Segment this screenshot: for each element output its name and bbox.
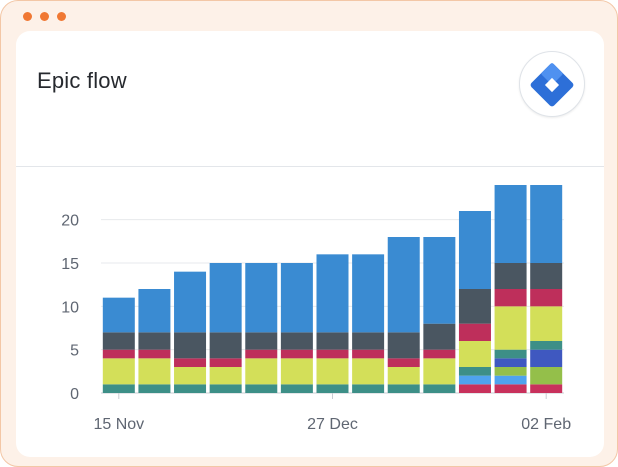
epic-flow-card: Epic flow 0 5 10 15 20 15 Nov 27 Dec 02 Feb (16, 31, 604, 457)
bar-segment-teal-2[interactable] (494, 349, 527, 359)
y-tick-label: 5 (70, 343, 79, 360)
y-tick-label: 15 (61, 256, 79, 273)
bar-segment-crimson[interactable] (530, 289, 563, 307)
bar-segment-crimson[interactable] (245, 349, 278, 359)
bar-segment-blue[interactable] (530, 185, 563, 263)
bar-segment-light-blue[interactable] (458, 375, 491, 385)
window-controls (23, 12, 66, 21)
window-dot-icon[interactable] (40, 12, 49, 21)
bar-segment-teal[interactable] (316, 384, 349, 393)
bar-segment-yellow[interactable] (316, 358, 349, 385)
bar-segment-crimson[interactable] (102, 349, 135, 359)
bar-segment-blue[interactable] (387, 237, 420, 333)
bar-segment-yellow[interactable] (458, 341, 491, 367)
bar-segment-yellow[interactable] (138, 358, 171, 385)
bar-segment-indigo[interactable] (530, 349, 563, 367)
bar-segment-slate[interactable] (387, 332, 420, 359)
bar-segment-crimson[interactable] (138, 349, 171, 359)
window-dot-icon[interactable] (57, 12, 66, 21)
epic-flow-chart: 0 5 10 15 20 15 Nov 27 Dec 02 Feb (61, 185, 571, 433)
bar-segment-blue[interactable] (209, 263, 242, 333)
bar-segment-blue[interactable] (280, 263, 313, 333)
bar-segment-crimson[interactable] (174, 358, 207, 367)
bar-segment-crimson[interactable] (209, 358, 242, 367)
bar-segment-yellow[interactable] (387, 367, 420, 385)
bar-segment-yellow[interactable] (209, 367, 242, 385)
y-tick-label: 0 (70, 386, 79, 403)
bar-segment-blue[interactable] (316, 254, 349, 333)
bar-segment-slate[interactable] (530, 263, 563, 289)
bar-segment-yellow[interactable] (102, 358, 135, 385)
bar-segment-slate[interactable] (280, 332, 313, 350)
bar-segment-teal[interactable] (174, 384, 207, 393)
bar-segment-slate[interactable] (494, 263, 527, 289)
bar-segment-slate[interactable] (138, 332, 171, 350)
bar-segment-teal-2[interactable] (458, 367, 491, 376)
bar-segment-crimson[interactable] (387, 358, 420, 367)
bar-segment-light-blue[interactable] (494, 375, 527, 385)
bar-segment-blue[interactable] (352, 254, 385, 333)
bar-segment-slate[interactable] (102, 332, 135, 350)
bar-segment-teal[interactable] (423, 384, 456, 393)
bar-segment-blue[interactable] (102, 297, 135, 333)
bar-segment-teal[interactable] (387, 384, 420, 393)
bar-segment-slate[interactable] (458, 289, 491, 324)
x-tick-label: 15 Nov (93, 416, 144, 433)
bar-segment-teal[interactable] (209, 384, 242, 393)
bar-segment-blue[interactable] (458, 211, 491, 289)
bar-segment-slate[interactable] (209, 332, 242, 359)
bar-segment-blue[interactable] (423, 237, 456, 324)
bar-segment-crimson[interactable] (494, 289, 527, 307)
bar-segment-teal-2[interactable] (530, 341, 563, 350)
bar-segment-yellow[interactable] (174, 367, 207, 385)
bar-segment-crimson[interactable] (280, 349, 313, 359)
bar-segment-yellow[interactable] (352, 358, 385, 385)
x-tick-label: 27 Dec (307, 416, 358, 433)
bar-segment-crimson[interactable] (458, 323, 491, 341)
bar-segment-blue[interactable] (494, 185, 527, 263)
bar-segment-slate[interactable] (423, 323, 456, 350)
bar-segment-crimson[interactable] (316, 349, 349, 359)
bar-segment-blue[interactable] (138, 289, 171, 333)
bar-segment-yellow[interactable] (280, 358, 313, 385)
bar-segment-indigo[interactable] (494, 358, 527, 367)
bar-segment-teal[interactable] (245, 384, 278, 393)
window-dot-icon[interactable] (23, 12, 32, 21)
bar-segment-teal[interactable] (280, 384, 313, 393)
bar-segment-pink[interactable] (530, 384, 563, 393)
bar-segment-slate[interactable] (352, 332, 385, 350)
bar-segment-olive[interactable] (530, 367, 563, 385)
bar-segment-yellow[interactable] (494, 306, 527, 350)
bar-segment-crimson[interactable] (423, 349, 456, 359)
header-divider (16, 166, 604, 167)
bar-segment-slate[interactable] (245, 332, 278, 350)
jira-software-icon (519, 51, 585, 117)
bar-segment-teal[interactable] (138, 384, 171, 393)
bar-segment-yellow[interactable] (530, 306, 563, 341)
bar-segment-blue[interactable] (174, 271, 207, 333)
bar-segment-crimson[interactable] (352, 349, 385, 359)
bar-segment-yellow[interactable] (423, 358, 456, 385)
bar-segment-teal[interactable] (102, 384, 135, 393)
bar-segment-olive[interactable] (494, 367, 527, 376)
y-tick-label: 20 (61, 213, 79, 230)
x-tick-label: 02 Feb (521, 416, 571, 433)
bar-segment-pink[interactable] (458, 384, 491, 393)
bar-segment-slate[interactable] (316, 332, 349, 350)
bar-segment-pink[interactable] (494, 384, 527, 393)
bar-segment-slate[interactable] (174, 332, 207, 359)
y-tick-label: 10 (61, 299, 79, 316)
bar-segment-teal[interactable] (352, 384, 385, 393)
card-title: Epic flow (37, 68, 127, 93)
bar-segment-yellow[interactable] (245, 358, 278, 385)
bar-segment-blue[interactable] (245, 263, 278, 333)
